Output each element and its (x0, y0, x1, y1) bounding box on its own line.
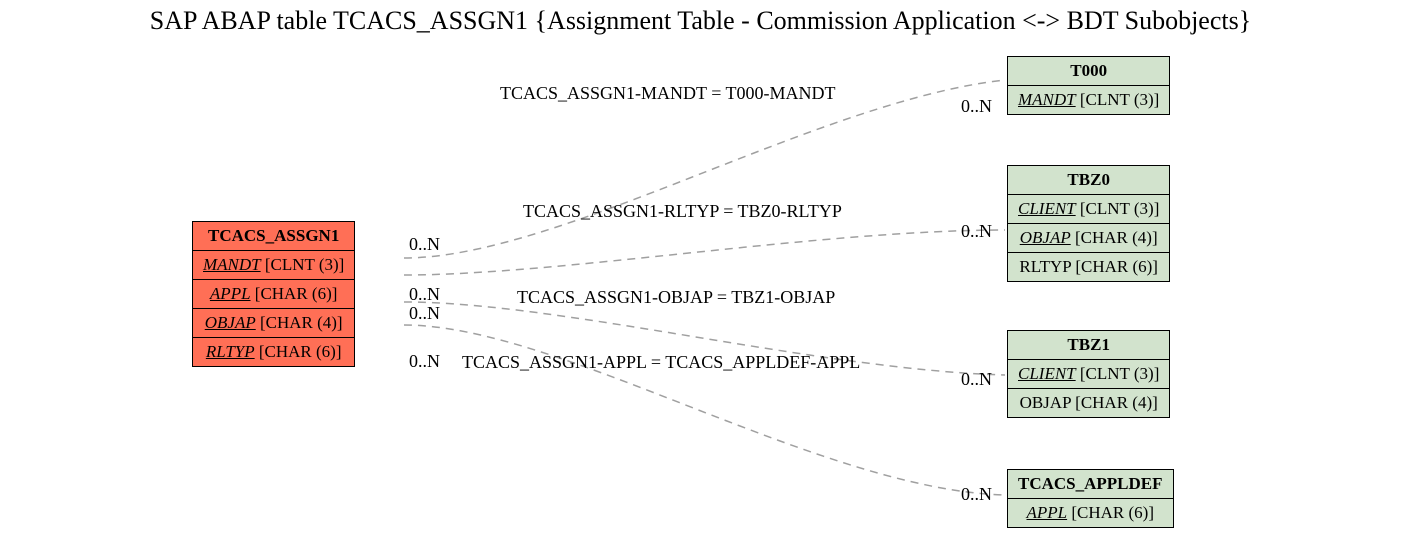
entity-field: APPL [CHAR (6)] (1008, 499, 1174, 528)
entity-field: RLTYP [CHAR (6)] (1008, 253, 1170, 282)
cardinality-right: 0..N (961, 369, 992, 390)
cardinality-left: 0..N (409, 303, 440, 324)
entity-field: OBJAP [CHAR (4)] (1008, 389, 1170, 418)
entity-field: OBJAP [CHAR (4)] (1008, 224, 1170, 253)
diagram-canvas: { "title": { "text": "SAP ABAP table TCA… (0, 0, 1401, 549)
cardinality-right: 0..N (961, 96, 992, 117)
cardinality-left: 0..N (409, 234, 440, 255)
entity-tbz0: TBZ0 CLIENT [CLNT (3)]OBJAP [CHAR (4)]RL… (1007, 165, 1170, 282)
entity-field: RLTYP [CHAR (6)] (193, 338, 355, 367)
entity-header: T000 (1008, 57, 1170, 86)
cardinality-right: 0..N (961, 221, 992, 242)
entity-header: TBZ1 (1008, 331, 1170, 360)
entity-tcacs-appldef: TCACS_APPLDEF APPL [CHAR (6)] (1007, 469, 1174, 528)
entity-field: OBJAP [CHAR (4)] (193, 309, 355, 338)
entity-t000: T000 MANDT [CLNT (3)] (1007, 56, 1170, 115)
entity-header: TCACS_ASSGN1 (193, 222, 355, 251)
entity-header: TCACS_APPLDEF (1008, 470, 1174, 499)
entity-field: MANDT [CLNT (3)] (1008, 86, 1170, 115)
cardinality-left: 0..N (409, 351, 440, 372)
entity-tcacs-assgn1: TCACS_ASSGN1 MANDT [CLNT (3)]APPL [CHAR … (192, 221, 355, 367)
diagram-title: SAP ABAP table TCACS_ASSGN1 {Assignment … (0, 6, 1401, 36)
entity-field: CLIENT [CLNT (3)] (1008, 360, 1170, 389)
relation-label: TCACS_ASSGN1-RLTYP = TBZ0-RLTYP (523, 201, 842, 222)
cardinality-right: 0..N (961, 484, 992, 505)
entity-tbz1: TBZ1 CLIENT [CLNT (3)]OBJAP [CHAR (4)] (1007, 330, 1170, 418)
entity-field: APPL [CHAR (6)] (193, 280, 355, 309)
cardinality-left: 0..N (409, 284, 440, 305)
relation-label: TCACS_ASSGN1-OBJAP = TBZ1-OBJAP (517, 287, 835, 308)
entity-header: TBZ0 (1008, 166, 1170, 195)
relation-label: TCACS_ASSGN1-APPL = TCACS_APPLDEF-APPL (462, 352, 860, 373)
entity-field: MANDT [CLNT (3)] (193, 251, 355, 280)
entity-field: CLIENT [CLNT (3)] (1008, 195, 1170, 224)
relation-label: TCACS_ASSGN1-MANDT = T000-MANDT (500, 83, 836, 104)
